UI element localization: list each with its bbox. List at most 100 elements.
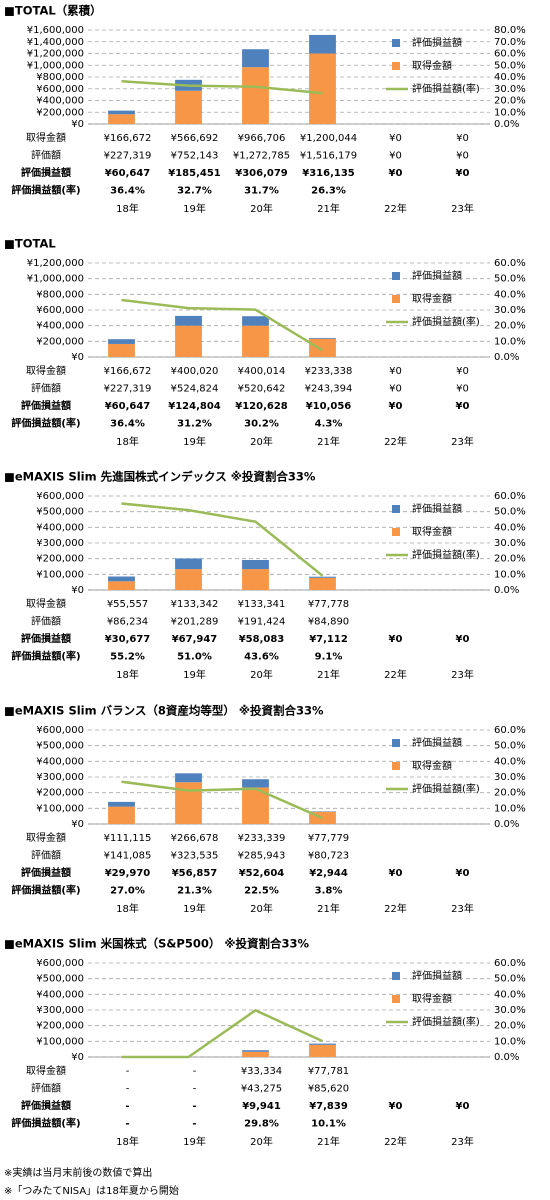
cell: ¥0 [456, 634, 470, 645]
x-tick-label: 21年 [317, 668, 340, 681]
y2-tick-label: 10.0% [494, 336, 526, 347]
cell: ¥10,056 [306, 401, 352, 412]
cell: ¥124,804 [168, 401, 221, 412]
x-tick-label: 21年 [317, 1135, 340, 1148]
y-tick-label: ¥600,000 [36, 725, 84, 736]
cell: ¥80,723 [308, 851, 349, 862]
legend-swatch [392, 39, 400, 47]
cell: 27.0% [110, 886, 145, 897]
y-tick-label: ¥200,000 [36, 788, 84, 799]
bar [242, 1051, 269, 1057]
y2-tick-label: 20.0% [494, 321, 526, 332]
y-tick-label: ¥800,000 [36, 289, 84, 300]
y-tick-label: ¥100,000 [36, 1036, 84, 1047]
bar [309, 337, 336, 339]
x-tick-label: 20年 [250, 902, 273, 915]
cell: ¥0 [456, 133, 469, 144]
cell: ¥966,706 [238, 133, 286, 144]
row-label: 取得金額 [26, 1064, 66, 1077]
y2-tick-label: 70.0% [494, 37, 526, 48]
y-tick-label: ¥100,000 [36, 803, 84, 814]
cell: ¥201,289 [171, 617, 219, 628]
cell: ¥86,234 [107, 617, 148, 628]
x-tick-label: 22年 [384, 668, 407, 681]
y-tick-label: ¥300,000 [36, 1005, 84, 1016]
bar [175, 325, 202, 357]
cell: ¥7,112 [309, 634, 348, 645]
cell: ¥400,020 [171, 366, 219, 377]
y-tick-label: ¥200,000 [36, 107, 84, 118]
cell: ¥566,692 [171, 133, 219, 144]
cell: 21.3% [177, 886, 212, 897]
y2-tick-label: 60.0% [494, 958, 526, 969]
bar [175, 773, 202, 783]
x-tick-label: 21年 [317, 435, 340, 448]
cell: ¥77,779 [308, 833, 349, 844]
bar [175, 558, 202, 570]
y-tick-label: ¥1,400,000 [27, 37, 84, 48]
y2-tick-label: 50.0% [494, 60, 526, 71]
cell: 31.2% [177, 419, 212, 430]
y-tick-label: ¥500,000 [36, 507, 84, 518]
cell: - [192, 1119, 196, 1130]
row-label: 評価損益額 [21, 399, 71, 412]
y2-tick-label: 50.0% [494, 507, 526, 518]
cell: - [193, 1066, 197, 1077]
y2-tick-label: 40.0% [494, 989, 526, 1000]
bar [108, 343, 135, 357]
row-label: 評価額 [31, 615, 61, 628]
y2-tick-label: 10.0% [494, 803, 526, 814]
row-label: 評価損益額 [21, 166, 71, 179]
cell: ¥0 [389, 133, 402, 144]
row-label: 評価額 [31, 1082, 61, 1095]
x-tick-label: 22年 [384, 1135, 407, 1148]
y2-tick-label: 10.0% [494, 1036, 526, 1047]
cell: ¥85,620 [308, 1084, 349, 1095]
cell: ¥60,647 [105, 401, 151, 412]
x-tick-label: 18年 [116, 202, 139, 215]
cell: ¥111,115 [104, 833, 152, 844]
y2-tick-label: 30.0% [494, 1005, 526, 1016]
cell: ¥0 [389, 1101, 403, 1112]
line [121, 1008, 324, 1059]
cell: - [125, 1101, 129, 1112]
cell: 36.4% [110, 419, 145, 430]
cell: ¥285,943 [238, 851, 286, 862]
y2-tick-label: 20.0% [494, 96, 526, 107]
legend-label: 取得金額 [412, 292, 452, 305]
bar [242, 560, 269, 570]
row-label: 評価額 [31, 149, 61, 162]
legend-swatch [392, 995, 400, 1003]
legend-swatch [392, 762, 400, 770]
cell: ¥9,941 [242, 1101, 281, 1112]
legend-swatch [392, 272, 400, 280]
row-label: 評価損益額 [21, 866, 71, 879]
y2-tick-label: 0.0% [494, 819, 519, 830]
y-tick-label: ¥600,000 [36, 491, 84, 502]
cell: 4.3% [315, 419, 343, 430]
y2-tick-label: 0.0% [494, 1052, 519, 1063]
bar [108, 801, 135, 807]
y-tick-label: ¥200,000 [36, 1021, 84, 1032]
bar [175, 315, 202, 326]
cell: 26.3% [311, 186, 346, 197]
cell: ¥400,014 [238, 366, 286, 377]
row-label: 評価額 [31, 382, 61, 395]
cell: ¥133,341 [238, 599, 286, 610]
x-tick-label: 20年 [250, 668, 273, 681]
y2-tick-label: 30.0% [494, 538, 526, 549]
y-tick-label: ¥200,000 [36, 554, 84, 565]
cell: ¥58,083 [239, 634, 285, 645]
y-tick-label: ¥400,000 [36, 96, 84, 107]
bar [108, 110, 135, 115]
y2-tick-label: 40.0% [494, 756, 526, 767]
x-tick-label: 22年 [384, 902, 407, 915]
bar [242, 1050, 269, 1052]
chart-title: ■TOTAL [4, 237, 56, 251]
legend-label: 評価損益額(率) [412, 548, 480, 561]
bar [175, 90, 202, 124]
chart-title: ■TOTAL（累積） [4, 4, 102, 18]
cell: ¥191,424 [238, 617, 286, 628]
cell: ¥55,557 [107, 599, 148, 610]
